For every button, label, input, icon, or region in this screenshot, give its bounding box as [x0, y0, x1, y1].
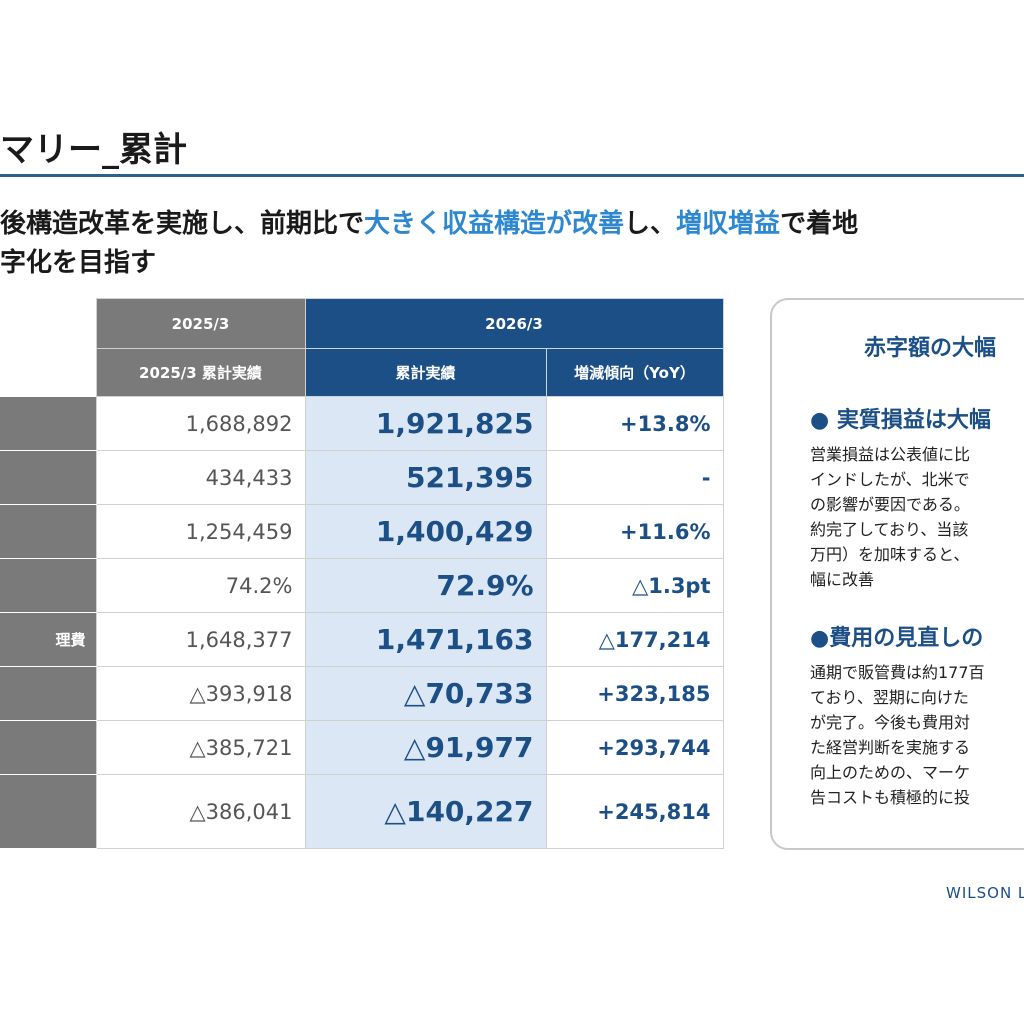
col-header-prev: 2025/3 累計実績 — [95, 348, 306, 397]
body-line: が完了。今後も費用対 — [810, 713, 971, 732]
cur-value: 72.9% — [304, 558, 547, 613]
lead-line-1: 後構造改革を実施し、前期比で大きく収益構造が改善し、増収増益で着地 — [0, 203, 858, 240]
table-row: 理費 1,648,377 1,471,163 △177,214 — [0, 612, 724, 667]
row-label — [0, 504, 96, 559]
lead-highlight: 増収増益 — [676, 209, 781, 239]
yoy-value: △177,214 — [545, 612, 724, 667]
brand-logo-text: WILSON L — [946, 884, 1024, 902]
section-body-profit: 営業損益は公表値に比 インドしたが、北米で の影響が要因である。 約完了しており… — [810, 442, 970, 592]
row-label: 理費 — [0, 612, 96, 667]
body-line: 約完了しており、当該 — [810, 520, 969, 539]
cur-value: 1,921,825 — [304, 396, 547, 451]
prev-value: 1,648,377 — [95, 612, 306, 667]
group-header-cur: 2026/3 — [304, 298, 724, 349]
summary-table: 2025/3 2026/3 2025/3 累計実績 累計実績 増減傾向（YoY）… — [0, 298, 724, 849]
yoy-value: +245,814 — [545, 774, 724, 849]
body-line: 営業損益は公表値に比 — [810, 445, 971, 464]
cur-value: 1,400,429 — [304, 504, 547, 559]
col-header-cur: 累計実績 — [304, 348, 547, 397]
body-line: 通期で販管費は約177百 — [810, 663, 985, 682]
section-heading-profit: ● 実質損益は大幅 — [810, 408, 991, 433]
row-label — [0, 720, 96, 775]
row-label — [0, 666, 96, 721]
cur-value: △91,977 — [304, 720, 547, 775]
body-line: 万円）を加味すると、 — [810, 545, 970, 564]
lead-line-2: 字化を目指す — [0, 248, 157, 278]
lead-text: で着地 — [780, 209, 859, 239]
table-row: △385,721 △91,977 +293,744 — [0, 720, 724, 775]
body-line: ており、翌期に向けた — [810, 688, 969, 707]
yoy-value: +11.6% — [545, 504, 724, 559]
table-row: 74.2% 72.9% △1.3pt — [0, 558, 724, 613]
group-header-prev: 2025/3 — [95, 298, 306, 349]
body-line: インドしたが、北米で — [810, 470, 970, 489]
lead-highlight: 大きく収益構造が改善 — [364, 209, 625, 239]
table-row: △386,041 △140,227 +245,814 — [0, 774, 724, 849]
table-row: △393,918 △70,733 +323,185 — [0, 666, 724, 721]
cur-value: 521,395 — [304, 450, 547, 505]
table-row: 1,254,459 1,400,429 +11.6% — [0, 504, 724, 559]
cur-value: △140,227 — [304, 774, 547, 849]
callout-title: 赤字額の大幅 — [864, 336, 997, 361]
prev-value: 434,433 — [95, 450, 306, 505]
prev-value: △385,721 — [95, 720, 306, 775]
prev-value: 1,254,459 — [95, 504, 306, 559]
table-row: 434,433 521,395 - — [0, 450, 724, 505]
prev-value: △393,918 — [95, 666, 306, 721]
body-line: 向上のための、マーケ — [810, 763, 971, 782]
row-label — [0, 450, 96, 505]
cur-value: △70,733 — [304, 666, 547, 721]
table-row: 1,688,892 1,921,825 +13.8% — [0, 396, 724, 451]
column-header-row: 2025/3 累計実績 累計実績 増減傾向（YoY） — [0, 348, 724, 397]
body-line: た経営判断を実施する — [810, 738, 971, 757]
col-header-yoy: 増減傾向（YoY） — [545, 348, 724, 397]
body-line: の影響が要因である。 — [810, 495, 970, 514]
row-label — [0, 774, 96, 849]
header-corner — [0, 299, 96, 397]
prev-value: △386,041 — [95, 774, 306, 849]
prev-value: 1,688,892 — [95, 396, 306, 451]
section-heading-cost: ●費用の見直しの — [810, 626, 984, 651]
body-line: 告コストも積極的に投 — [810, 788, 971, 807]
title-divider — [0, 174, 1024, 177]
yoy-value: +293,744 — [545, 720, 724, 775]
prev-value: 74.2% — [95, 558, 306, 613]
group-header-row: 2025/3 2026/3 — [0, 298, 724, 349]
yoy-value: - — [545, 450, 724, 505]
body-line: 幅に改善 — [810, 570, 875, 589]
row-label — [0, 396, 96, 451]
page-title: マリー_累計 — [0, 130, 187, 170]
row-label — [0, 558, 96, 613]
cur-value: 1,471,163 — [304, 612, 547, 667]
yoy-value: +13.8% — [545, 396, 724, 451]
yoy-value: +323,185 — [545, 666, 724, 721]
yoy-value: △1.3pt — [545, 558, 724, 613]
section-body-cost: 通期で販管費は約177百 ており、翌期に向けた が完了。今後も費用対 た経営判断… — [810, 660, 985, 810]
lead-text: し、 — [624, 209, 677, 239]
lead-text: 後構造改革を実施し、前期比で — [0, 209, 365, 239]
callout-box: 赤字額の大幅 ● 実質損益は大幅 営業損益は公表値に比 インドしたが、北米で の… — [770, 298, 1024, 850]
